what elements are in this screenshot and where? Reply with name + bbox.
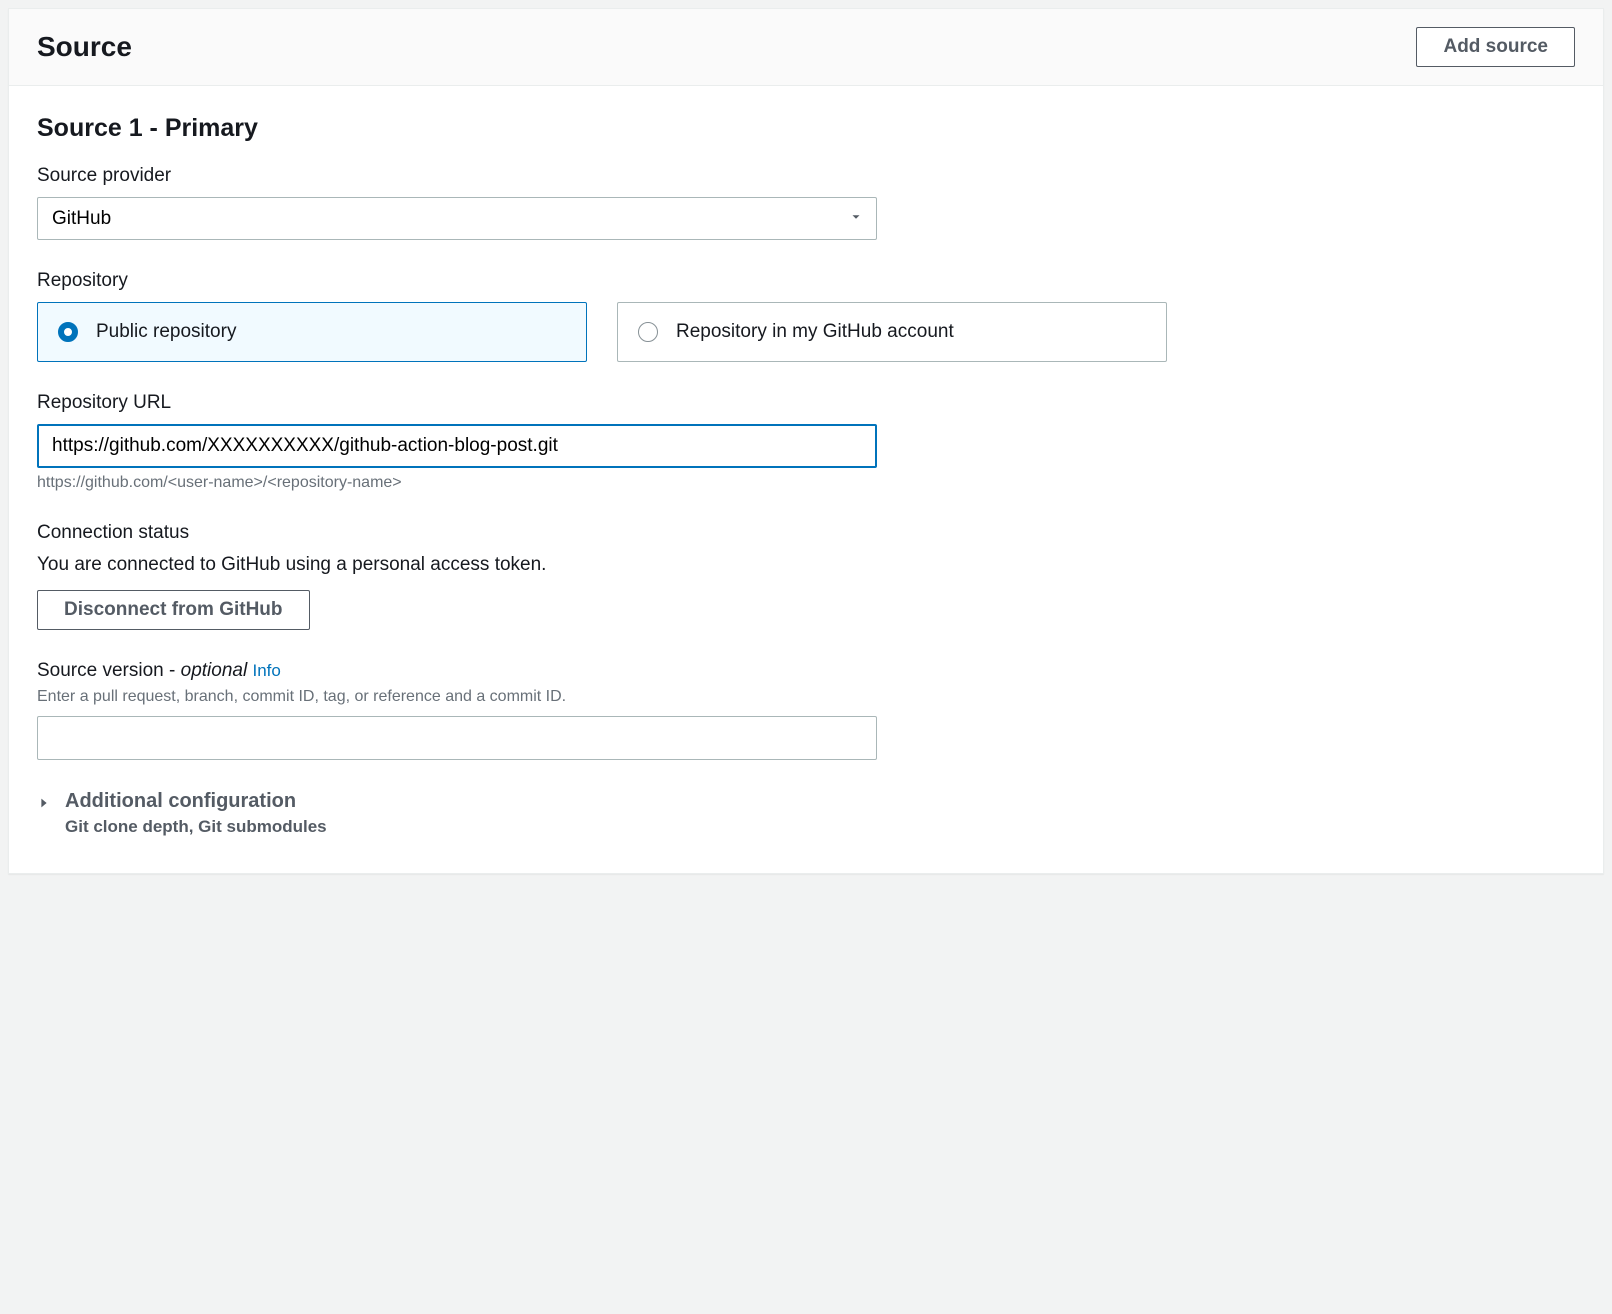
repository-url-hint: https://github.com/<user-name>/<reposito… [37, 474, 1575, 492]
source-version-hint: Enter a pull request, branch, commit ID,… [37, 688, 1575, 706]
source-provider-label: Source provider [37, 165, 1575, 187]
disconnect-github-button[interactable]: Disconnect from GitHub [37, 590, 310, 630]
additional-config-title: Additional configuration [65, 790, 327, 813]
repository-url-label: Repository URL [37, 392, 1575, 414]
add-source-button[interactable]: Add source [1416, 27, 1575, 67]
source-heading: Source 1 - Primary [37, 114, 1575, 143]
source-version-label: Source version - [37, 660, 181, 681]
source-provider-select[interactable]: GitHub [37, 197, 877, 240]
radio-icon [58, 322, 78, 342]
source-provider-field: Source provider GitHub [37, 165, 1575, 240]
source-version-input[interactable] [37, 716, 877, 760]
repository-url-field: Repository URL https://github.com/<user-… [37, 392, 1575, 492]
repository-option-label: Repository in my GitHub account [676, 321, 954, 343]
additional-config-subtitle: Git clone depth, Git submodules [65, 817, 327, 837]
additional-config-text: Additional configuration Git clone depth… [65, 790, 327, 837]
repository-url-input[interactable] [37, 424, 877, 468]
panel-title: Source [37, 31, 132, 63]
repository-option-label: Public repository [96, 321, 236, 343]
connection-status-text: You are connected to GitHub using a pers… [37, 554, 1575, 576]
connection-status-label: Connection status [37, 522, 1575, 544]
repository-option-account[interactable]: Repository in my GitHub account [617, 302, 1167, 362]
repository-field: Repository Public repository Repository … [37, 270, 1575, 362]
source-panel: Source Add source Source 1 - Primary Sou… [8, 8, 1604, 874]
connection-status-field: Connection status You are connected to G… [37, 522, 1575, 630]
repository-radio-group: Public repository Repository in my GitHu… [37, 302, 1167, 362]
panel-body: Source 1 - Primary Source provider GitHu… [9, 86, 1603, 873]
info-link[interactable]: Info [252, 661, 280, 680]
radio-icon [638, 322, 658, 342]
additional-config-toggle[interactable]: Additional configuration Git clone depth… [37, 790, 1575, 837]
source-version-field: Source version - optional Info Enter a p… [37, 660, 1575, 760]
caret-right-icon [37, 794, 51, 816]
repository-label: Repository [37, 270, 1575, 292]
source-provider-select-wrap: GitHub [37, 197, 877, 240]
repository-option-public[interactable]: Public repository [37, 302, 587, 362]
source-version-optional: optional [181, 660, 248, 681]
panel-header: Source Add source [9, 9, 1603, 86]
